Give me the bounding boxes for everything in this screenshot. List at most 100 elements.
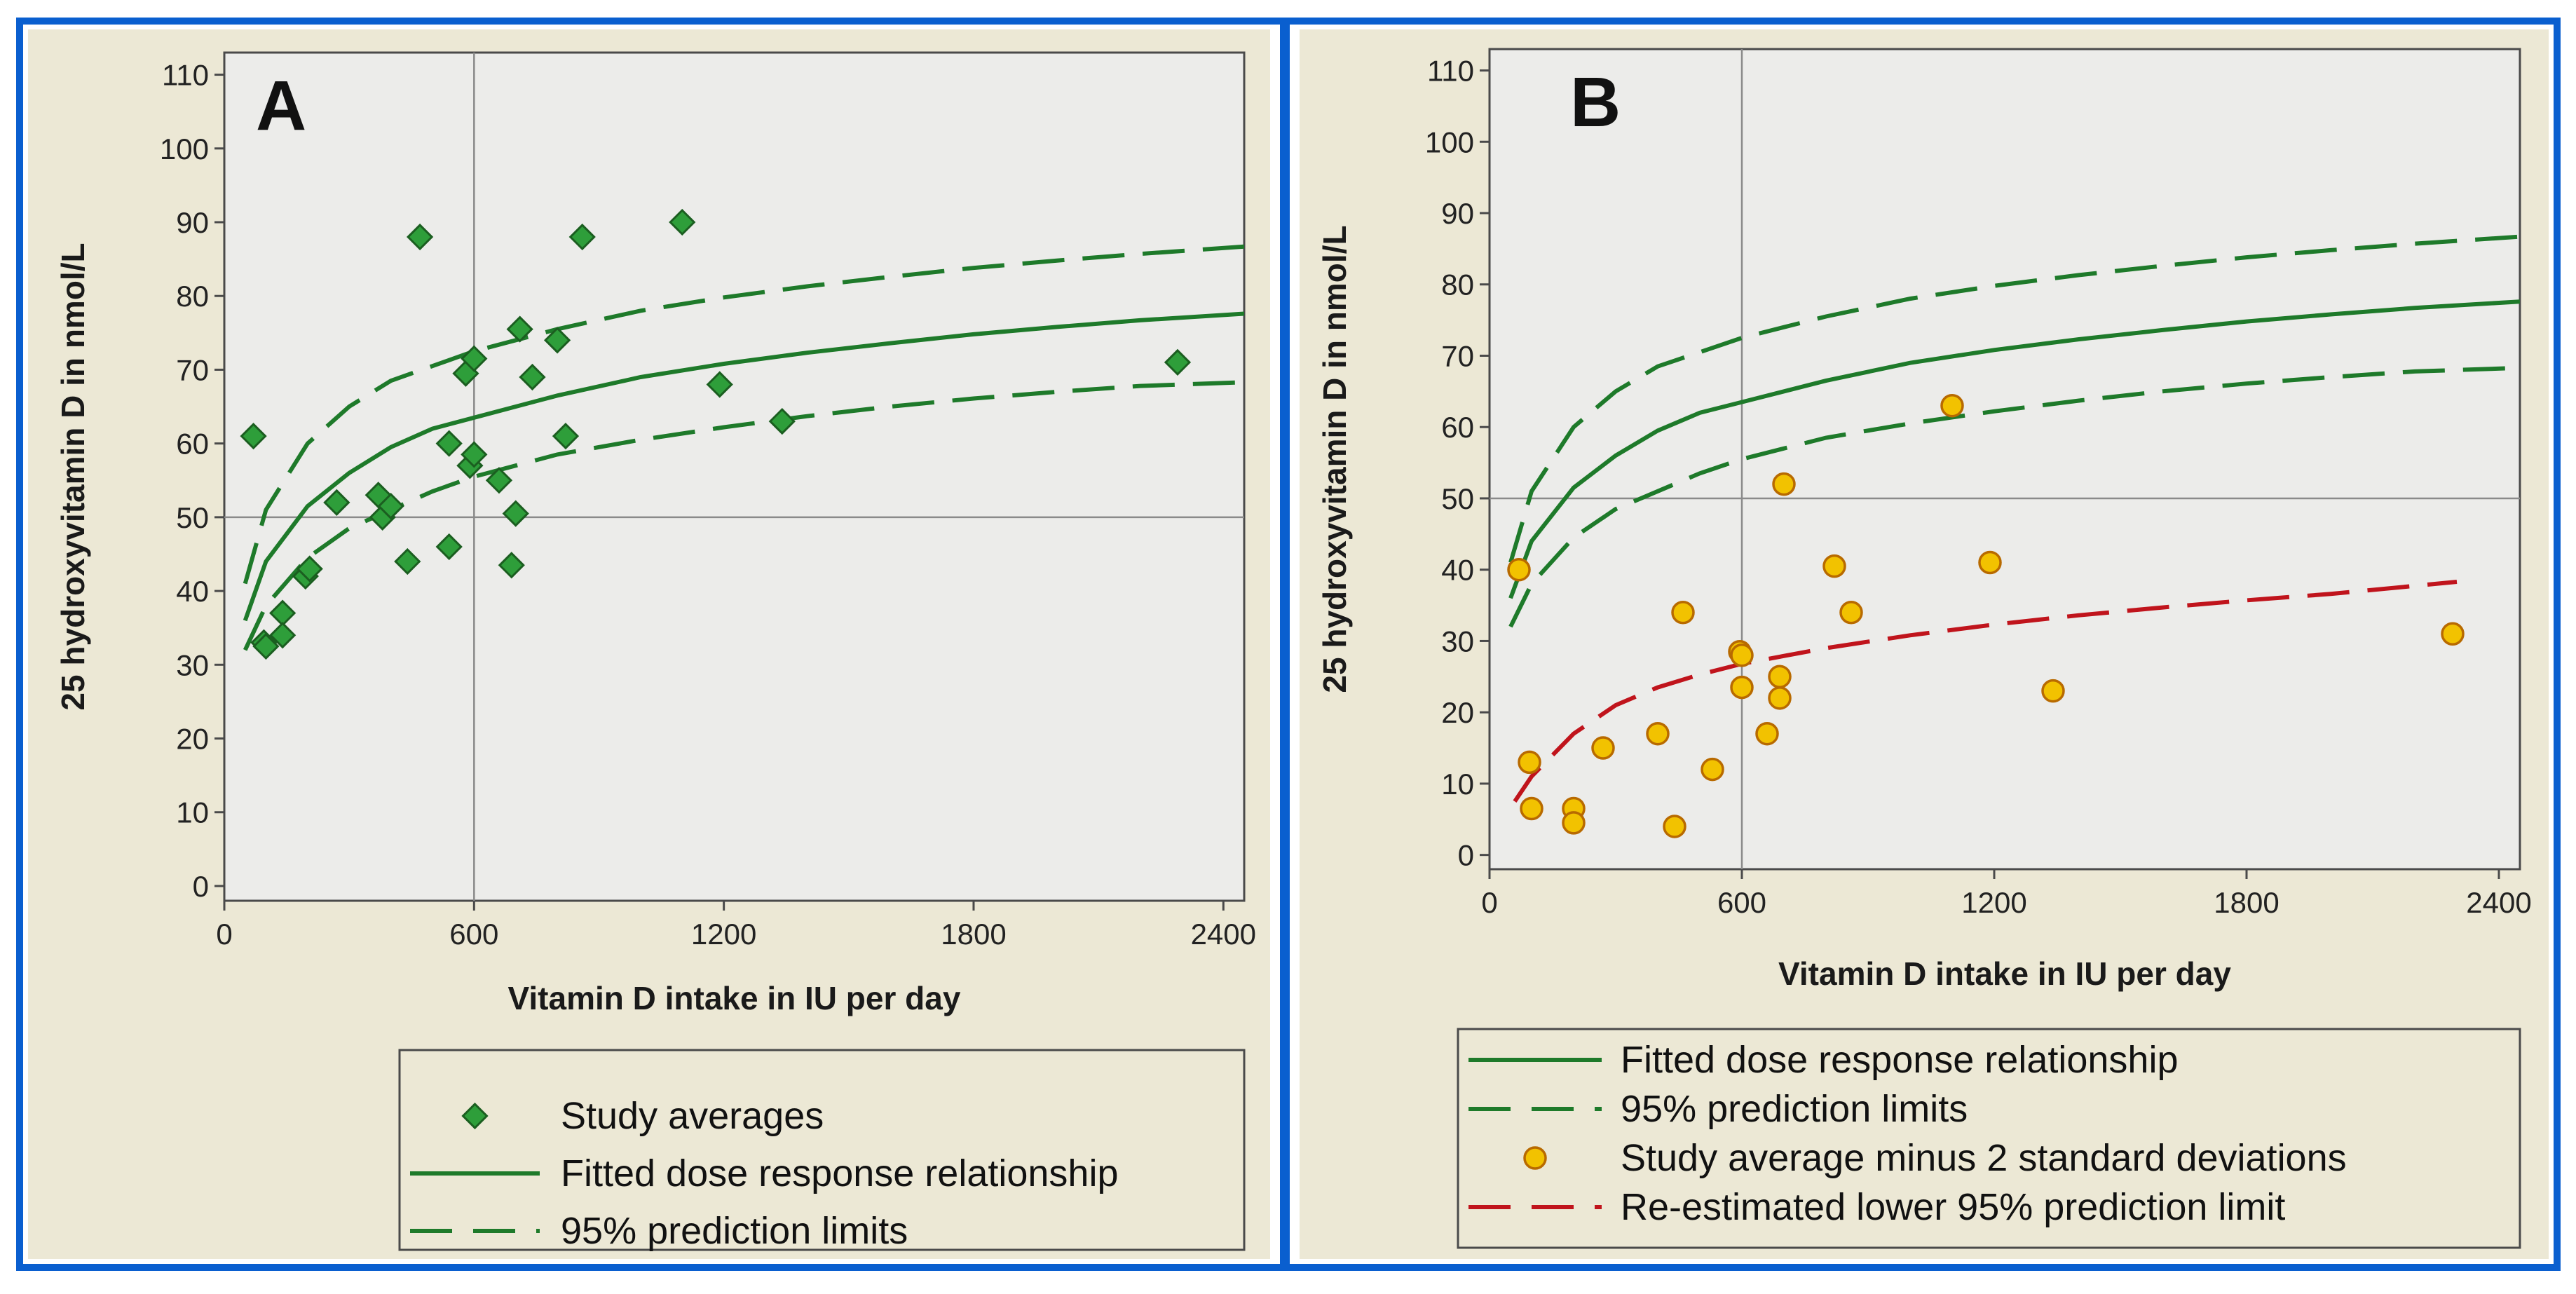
data-point bbox=[269, 622, 297, 649]
data-point bbox=[240, 423, 267, 450]
data-point bbox=[519, 363, 546, 391]
y-tick-label: 100 bbox=[1425, 125, 1474, 158]
data-point bbox=[407, 223, 434, 251]
data-point bbox=[1701, 757, 1724, 782]
plot-area bbox=[1488, 48, 2521, 871]
plot-marks bbox=[1507, 234, 2520, 838]
y-tick-label: 30 bbox=[1441, 625, 1474, 658]
data-point bbox=[435, 533, 463, 561]
x-axis-label: Vitamin D intake in IU per day bbox=[508, 980, 961, 1016]
x-tick-label: 1200 bbox=[691, 918, 756, 951]
data-point bbox=[1822, 554, 1846, 578]
data-point bbox=[1520, 796, 1543, 821]
x-tick-label: 0 bbox=[216, 918, 232, 951]
panel-a: 0 10 20 30 40 50 60 70 80 90 100 110 0 600 1200 1800 240… bbox=[55, 51, 1256, 1252]
x-tick-label: 1200 bbox=[1961, 886, 2026, 919]
legend-box bbox=[398, 1049, 1246, 1251]
data-point bbox=[568, 223, 596, 251]
x-tick-label: 2400 bbox=[1191, 918, 1256, 951]
data-point bbox=[706, 371, 733, 398]
y-tick-label: 0 bbox=[1458, 839, 1474, 872]
data-point bbox=[1663, 815, 1686, 838]
y-tick-label: 90 bbox=[176, 206, 209, 239]
data-point bbox=[1730, 675, 1754, 700]
data-point bbox=[2441, 622, 2465, 646]
data-point bbox=[296, 555, 323, 583]
data-point bbox=[1562, 811, 1586, 835]
y-tick-label: 80 bbox=[176, 280, 209, 313]
data-point bbox=[1507, 557, 1531, 582]
data-point bbox=[768, 407, 796, 435]
data-point bbox=[1755, 721, 1779, 746]
legend: Fitted dose response relationship 95% pre… bbox=[1457, 1028, 2521, 1249]
panel-letter: A bbox=[256, 67, 306, 145]
x-tick-label: 1800 bbox=[941, 918, 1006, 951]
panel-b: 0 10 20 30 40 50 60 70 80 90 100 110 0 600 1200 1800 240… bbox=[1316, 48, 2532, 1249]
y-tick-label: 40 bbox=[176, 575, 209, 608]
data-point bbox=[669, 208, 696, 236]
data-point bbox=[2041, 679, 2065, 703]
y-tick-label: 10 bbox=[176, 796, 209, 829]
y-tick-label: 70 bbox=[1441, 339, 1474, 372]
data-point bbox=[502, 500, 529, 527]
x-axis-label: Vitamin D intake in IU per day bbox=[1778, 955, 2231, 992]
y-tick-label: 50 bbox=[1441, 482, 1474, 515]
plot-area bbox=[223, 51, 1246, 902]
y-axis-label: 25 hydroxyvitamin D in nmol/L bbox=[55, 243, 91, 710]
prediction-limit-upper bbox=[243, 244, 1244, 585]
data-point bbox=[1839, 600, 1863, 625]
y-tick-label: 30 bbox=[176, 648, 209, 681]
legend-label: Re-estimated lower 95% prediction limit bbox=[1621, 1186, 2285, 1228]
data-point bbox=[435, 430, 463, 457]
x-tick-label: 0 bbox=[1481, 886, 1497, 919]
data-point bbox=[252, 632, 280, 660]
y-tick-label: 60 bbox=[176, 428, 209, 461]
data-point bbox=[1671, 600, 1695, 625]
legend-label: Study average minus 2 standard deviation… bbox=[1621, 1137, 2347, 1179]
legend-label: Fitted dose response relationship bbox=[1621, 1039, 2178, 1081]
legend-marker bbox=[461, 1102, 489, 1130]
data-point bbox=[1518, 750, 1541, 775]
y-tick-label: 60 bbox=[1441, 411, 1474, 444]
x-tick-label: 600 bbox=[1717, 886, 1766, 919]
reestimated-lower-limit bbox=[1513, 580, 2458, 803]
prediction-limit-lower bbox=[243, 380, 1244, 651]
y-tick-label: 100 bbox=[160, 132, 209, 165]
y-tick-label: 20 bbox=[1441, 696, 1474, 729]
legend-box bbox=[1457, 1028, 2521, 1249]
fitted-curve bbox=[243, 311, 1244, 622]
y-tick-label: 80 bbox=[1441, 268, 1474, 301]
y-tick-label: 40 bbox=[1441, 554, 1474, 587]
data-point bbox=[377, 492, 404, 520]
data-point bbox=[1591, 736, 1615, 760]
data-point bbox=[485, 467, 513, 494]
data-point bbox=[506, 315, 533, 343]
data-point bbox=[394, 547, 421, 576]
data-point bbox=[552, 423, 580, 450]
data-point bbox=[323, 489, 350, 516]
legend-label: Fitted dose response relationship bbox=[561, 1152, 1118, 1194]
y-tick-label: 0 bbox=[193, 870, 209, 903]
legend: Study averages Fitted dose response relat… bbox=[398, 1049, 1246, 1252]
y-tick-label: 110 bbox=[162, 59, 209, 92]
data-point bbox=[1730, 643, 1754, 667]
y-tick-label: 50 bbox=[176, 501, 209, 534]
y-tick-label: 20 bbox=[176, 723, 209, 756]
legend-label: 95% prediction limits bbox=[561, 1210, 908, 1252]
legend-label: Study averages bbox=[561, 1095, 824, 1137]
data-point bbox=[1772, 472, 1796, 496]
data-point bbox=[1768, 665, 1792, 689]
legend-marker bbox=[1523, 1146, 1547, 1170]
x-tick-label: 2400 bbox=[2466, 886, 2531, 919]
data-point bbox=[1768, 686, 1792, 710]
data-point bbox=[1164, 348, 1192, 376]
y-tick-label: 110 bbox=[1427, 55, 1474, 88]
y-tick-label: 70 bbox=[176, 353, 209, 386]
plot-marks bbox=[240, 208, 1244, 660]
data-point bbox=[498, 552, 525, 579]
data-point bbox=[1940, 393, 1964, 418]
data-point bbox=[461, 345, 488, 372]
data-point bbox=[543, 327, 571, 354]
